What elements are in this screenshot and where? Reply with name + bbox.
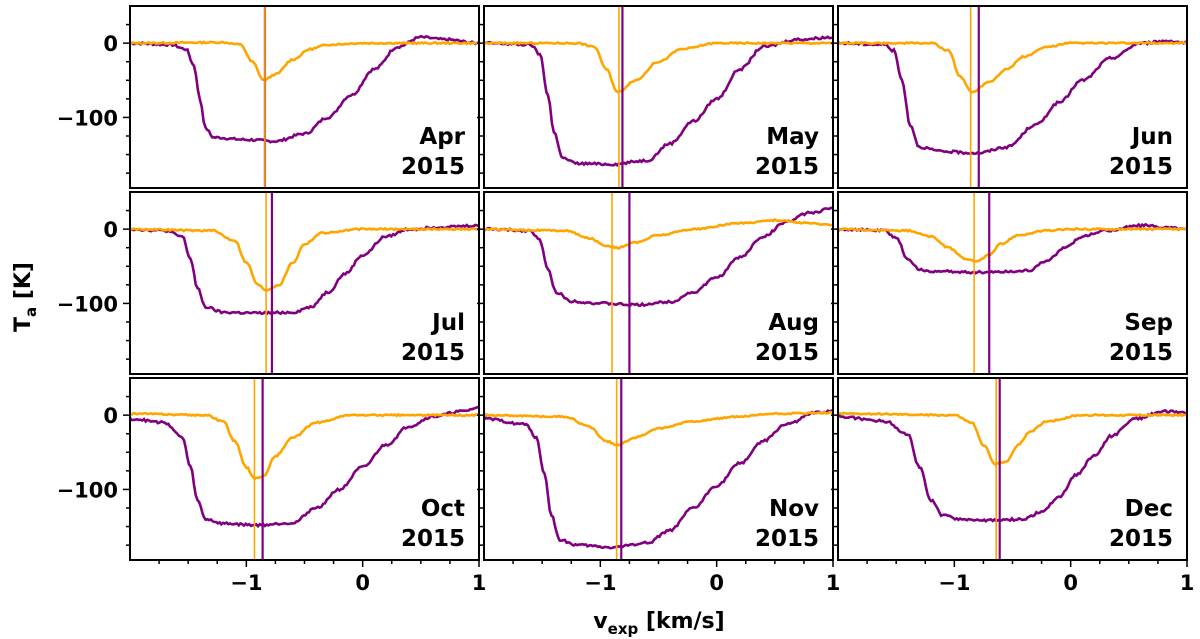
series-purple-line — [130, 405, 479, 529]
panel-grid: 0−100Apr2015May2015Jun20150−100Jul2015Au… — [57, 5, 1195, 595]
x-axis-label: vexp [km/s] — [593, 609, 724, 638]
panel-year-label: 2015 — [755, 340, 819, 366]
panel-jul: 0 −100 Jul 2015 — [57, 191, 480, 375]
x-tick-label: 1 — [1180, 571, 1195, 595]
x-tick-label: −1 — [938, 571, 970, 595]
panel-month-label: Oct — [421, 496, 465, 522]
panel-month-label: Jun — [1130, 124, 1173, 150]
xlabel-subscript: exp — [608, 620, 639, 638]
y-tick-label: −100 — [57, 106, 118, 130]
series-purple-line — [484, 35, 833, 167]
series-orange-line — [484, 217, 833, 250]
panel-sep: Sep 2015 — [831, 191, 1188, 375]
x-tick-label: 1 — [472, 571, 487, 595]
panel-frame — [483, 5, 834, 189]
panel-year-label: 2015 — [755, 154, 819, 180]
ylabel-subscript: a — [22, 307, 40, 317]
panel-frame — [837, 191, 1188, 375]
ylabel-unit: [K] — [11, 262, 36, 307]
series-orange-line — [484, 40, 833, 94]
panel-month-label: May — [766, 124, 819, 150]
panel-frame — [129, 191, 480, 375]
panel-aug: Aug 2015 — [477, 191, 834, 375]
series-orange-line — [130, 411, 479, 481]
panel-year-label: 2015 — [401, 154, 465, 180]
panel-frame — [837, 5, 1188, 189]
panel-nov: −1 0 1 Nov 2015 — [477, 377, 841, 595]
panel-may: May 2015 — [477, 5, 834, 189]
xlabel-main: v — [593, 609, 608, 634]
y-tick-label: 0 — [103, 218, 118, 242]
panel-frame — [483, 191, 834, 375]
series-orange-line — [838, 226, 1187, 263]
panel-year-label: 2015 — [1109, 526, 1173, 552]
series-purple-line — [130, 34, 479, 144]
panel-year-label: 2015 — [401, 340, 465, 366]
x-tick-label: 0 — [1063, 571, 1078, 595]
series-orange-line — [838, 40, 1187, 94]
series-purple-line — [838, 408, 1187, 524]
panel-month-label: Dec — [1125, 496, 1173, 522]
x-tick-label: 1 — [826, 571, 841, 595]
x-tick-label: −1 — [584, 571, 616, 595]
y-tick-label: 0 — [103, 32, 118, 56]
xlabel-unit: [km/s] — [638, 609, 724, 634]
series-orange-line — [484, 410, 833, 447]
panel-month-label: Nov — [769, 496, 819, 522]
series-purple-line — [130, 223, 479, 316]
y-tick-label: 0 — [103, 404, 118, 428]
panel-year-label: 2015 — [755, 526, 819, 552]
x-tick-label: −1 — [230, 571, 262, 595]
panel-month-label: Sep — [1124, 310, 1173, 336]
series-purple-line — [838, 39, 1187, 156]
x-tick-label: 0 — [355, 571, 370, 595]
panel-frame — [129, 5, 480, 189]
panel-jun: Jun 2015 — [831, 5, 1188, 189]
panel-year-label: 2015 — [1109, 154, 1173, 180]
panel-apr: 0 −100 Apr 2015 — [57, 5, 480, 189]
series-purple-line — [484, 206, 833, 308]
ylabel-main: T — [11, 317, 36, 332]
y-axis-label: Ta [K] — [11, 262, 40, 332]
series-orange-line — [130, 226, 479, 292]
series-orange-line — [130, 40, 479, 83]
x-tick-label: 0 — [709, 571, 724, 595]
panel-year-label: 2015 — [1109, 340, 1173, 366]
panel-month-label: Apr — [419, 124, 465, 150]
panel-month-label: Jul — [430, 310, 465, 336]
series-purple-line — [484, 409, 833, 550]
panel-oct: 0 −100 −1 0 1 Oct 2015 — [57, 377, 487, 595]
series-purple-line — [838, 222, 1187, 275]
y-tick-label: −100 — [57, 478, 118, 502]
panel-year-label: 2015 — [401, 526, 465, 552]
panel-dec: −1 0 1 Dec 2015 — [831, 377, 1195, 595]
y-tick-label: −100 — [57, 292, 118, 316]
panel-month-label: Aug — [768, 310, 819, 336]
series-orange-line — [838, 411, 1187, 467]
